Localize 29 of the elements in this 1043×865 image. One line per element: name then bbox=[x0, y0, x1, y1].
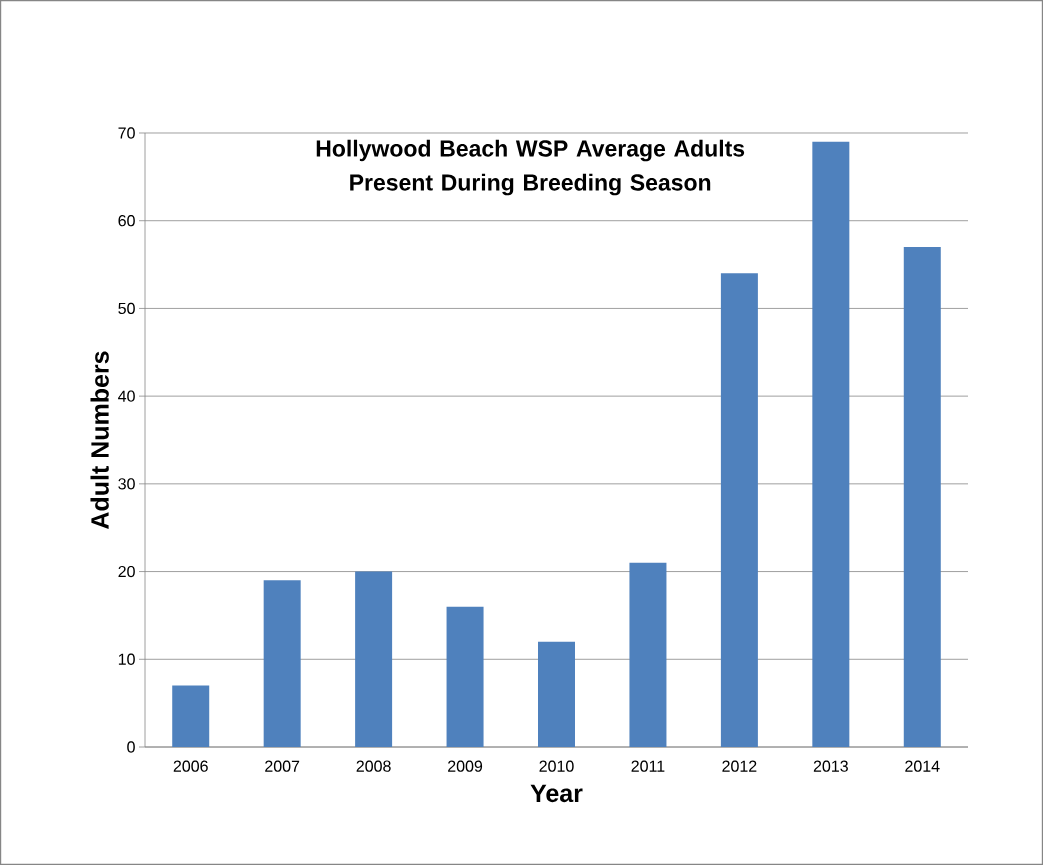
y-tick-label: 60 bbox=[118, 215, 135, 227]
y-tick-label: 70 bbox=[118, 127, 135, 139]
x-tick-label: 2014 bbox=[905, 760, 940, 772]
bar bbox=[172, 685, 210, 747]
x-tick-label: 2006 bbox=[173, 760, 208, 772]
x-tick-label: 2007 bbox=[265, 760, 300, 772]
x-tick-label: 2012 bbox=[722, 760, 757, 772]
y-tick-label: 30 bbox=[118, 478, 135, 490]
y-tick-label: 20 bbox=[118, 565, 135, 578]
x-axis-title: Year bbox=[530, 784, 583, 803]
x-tick-label: 2008 bbox=[356, 760, 391, 772]
x-tick-label: 2009 bbox=[448, 760, 483, 772]
x-tick-label: 2010 bbox=[539, 760, 574, 772]
bar bbox=[446, 606, 484, 747]
bar bbox=[355, 571, 393, 747]
x-tick-label: 2013 bbox=[813, 760, 848, 772]
y-tick-label: 40 bbox=[118, 390, 135, 402]
bar bbox=[720, 273, 758, 747]
text: Hollywood Beach WSP Average Adults Present During Breeding Season bbox=[316, 139, 745, 196]
bar bbox=[263, 580, 301, 747]
bar bbox=[903, 247, 941, 747]
y-tick-label: 0 bbox=[127, 741, 135, 753]
x-tick-label: 2011 bbox=[631, 760, 665, 772]
y-tick-label: 50 bbox=[118, 302, 135, 315]
y-tick-label: 10 bbox=[118, 653, 135, 665]
y-axis-title: Adult Numbers bbox=[90, 351, 109, 529]
bar bbox=[629, 562, 667, 747]
bar bbox=[812, 141, 850, 747]
bar bbox=[538, 641, 575, 747]
